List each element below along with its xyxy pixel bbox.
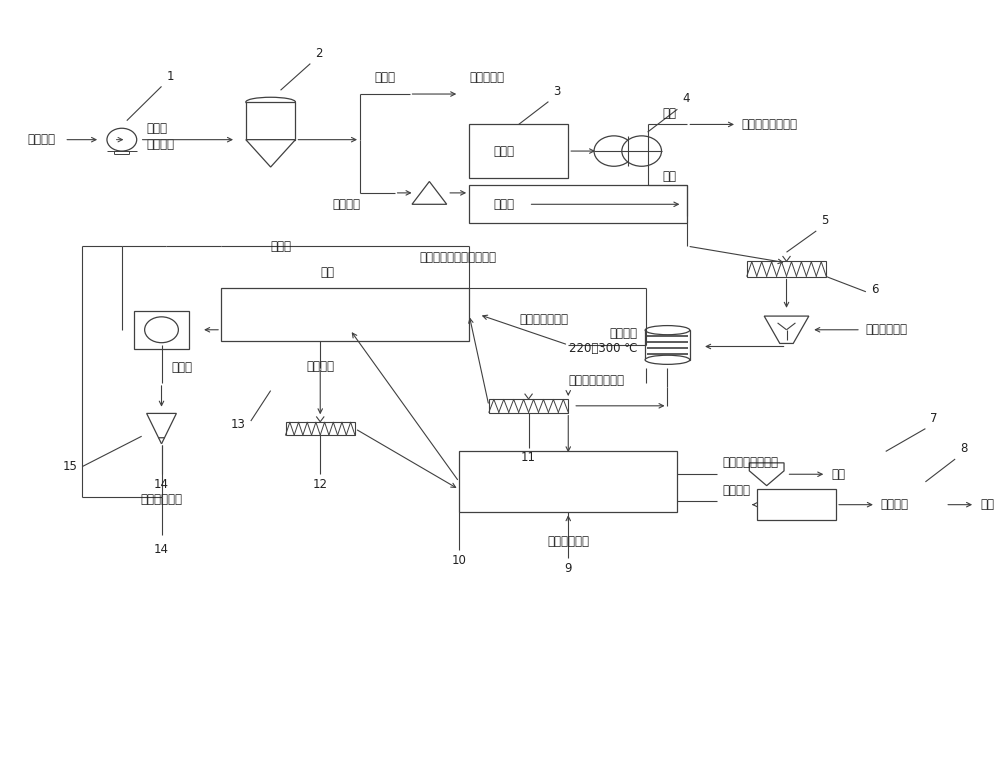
Ellipse shape (645, 326, 690, 335)
Text: 回收: 回收 (320, 267, 334, 280)
Text: 13: 13 (231, 418, 246, 431)
Bar (489, 399, 568, 413)
Text: 污水处理厂或回炼: 污水处理厂或回炼 (742, 118, 798, 131)
Text: 轻油、低分子量芳烃及水: 轻油、低分子量芳烃及水 (419, 251, 496, 264)
Text: 萃取剂: 萃取剂 (270, 240, 291, 253)
Text: 9: 9 (565, 561, 572, 574)
Circle shape (145, 317, 178, 342)
Bar (469, 124, 568, 178)
Bar (757, 489, 836, 520)
Bar (469, 185, 687, 224)
Text: 11: 11 (521, 451, 536, 464)
Text: 14: 14 (154, 542, 169, 555)
Text: 丙烯、丁烯及轻油: 丙烯、丁烯及轻油 (722, 457, 778, 470)
Text: 固体油泥: 固体油泥 (722, 484, 750, 497)
Bar (645, 330, 690, 360)
Bar (459, 451, 677, 512)
Bar (221, 288, 469, 341)
Bar (747, 261, 826, 277)
Text: 含重质油的油泥: 含重质油的油泥 (519, 313, 568, 326)
Text: 传质强化助剂: 传质强化助剂 (866, 323, 908, 336)
Text: 沉降分离: 沉降分离 (147, 139, 175, 152)
Text: 10: 10 (452, 554, 467, 567)
Polygon shape (749, 463, 784, 486)
Text: 絮凝剂: 絮凝剂 (147, 122, 168, 135)
Text: 隔绝氧气: 隔绝氧气 (610, 327, 638, 340)
Text: 6: 6 (871, 283, 878, 296)
Polygon shape (412, 182, 447, 205)
Text: 污水处理厂: 污水处理厂 (469, 71, 504, 84)
Bar (246, 102, 295, 139)
Text: 催化裂化原料: 催化裂化原料 (547, 535, 589, 548)
Text: 合油污泥: 合油污泥 (28, 133, 56, 146)
Text: 催化剂和超临界水: 催化剂和超临界水 (568, 374, 624, 387)
Text: 12: 12 (313, 478, 328, 491)
Text: 1: 1 (166, 70, 174, 83)
Text: 7: 7 (930, 412, 938, 425)
Circle shape (107, 128, 137, 151)
Text: 15: 15 (62, 460, 77, 473)
Text: 催化裂化原料: 催化裂化原料 (141, 493, 183, 506)
Text: 2: 2 (315, 47, 323, 60)
Bar (134, 311, 189, 349)
Text: 滤饼: 滤饼 (663, 169, 677, 182)
Text: 符合要求: 符合要求 (881, 498, 909, 511)
Text: 收集: 收集 (831, 468, 845, 481)
Text: 回注水: 回注水 (374, 71, 395, 84)
Text: 固体残渣: 固体残渣 (306, 360, 334, 373)
Ellipse shape (645, 355, 690, 365)
Text: 填埋: 填埋 (980, 498, 994, 511)
Polygon shape (147, 414, 176, 437)
Text: 8: 8 (960, 442, 967, 455)
Text: 滤液: 滤液 (663, 106, 677, 119)
Text: 含水油泥: 含水油泥 (332, 198, 360, 211)
Bar (286, 422, 355, 435)
Text: 220～300 ℃: 220～300 ℃ (569, 342, 638, 355)
Text: 4: 4 (682, 93, 690, 106)
Circle shape (594, 136, 634, 166)
Polygon shape (246, 139, 295, 167)
Text: 萃取液: 萃取液 (171, 362, 192, 375)
Text: 3: 3 (553, 85, 561, 98)
Text: 5: 5 (821, 214, 829, 227)
Text: 分离液: 分离液 (494, 145, 515, 158)
Polygon shape (764, 316, 809, 343)
Circle shape (622, 136, 662, 166)
Text: 油泥饼: 油泥饼 (494, 198, 515, 211)
Text: 14: 14 (154, 478, 169, 491)
Ellipse shape (246, 97, 295, 106)
